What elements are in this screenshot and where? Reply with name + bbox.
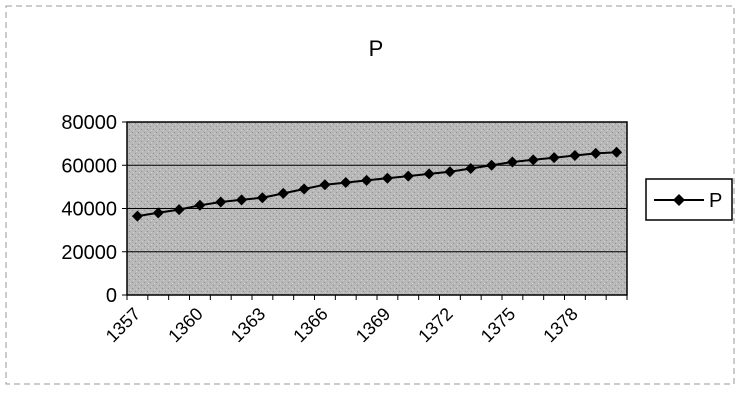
data-point-marker: [319, 179, 331, 191]
x-tick-label: 1363: [227, 304, 269, 346]
legend-label: P: [709, 190, 722, 212]
y-tick-label: 20000: [61, 242, 117, 264]
data-point-marker: [486, 159, 498, 171]
x-tick-label: 1378: [539, 304, 581, 346]
x-tick-label: 1357: [102, 304, 144, 346]
data-point-marker: [465, 162, 477, 174]
data-point-marker: [340, 177, 352, 189]
gridlines: [127, 121, 627, 253]
data-point-marker: [236, 194, 248, 206]
chart-area-border: [5, 5, 735, 385]
data-point-marker: [527, 154, 539, 166]
x-axis: 1357 1360 1363 1366 1369 1372 1375 1378: [102, 295, 628, 346]
data-point-marker: [569, 150, 581, 162]
y-tick-label: 80000: [61, 112, 117, 134]
data-point-marker: [298, 183, 310, 195]
data-point-marker: [423, 168, 435, 180]
data-point-marker: [173, 204, 185, 216]
x-tick-label: 1375: [477, 304, 519, 346]
chart-title: P: [369, 36, 384, 61]
x-tick-label: 1372: [414, 304, 456, 346]
x-tick-label: 1366: [289, 304, 331, 346]
data-point-marker: [444, 166, 456, 178]
data-point-marker: [361, 174, 373, 186]
data-point-marker: [194, 199, 206, 211]
data-point-marker: [548, 152, 560, 164]
data-point-marker: [611, 146, 623, 158]
series-layer: [131, 146, 623, 222]
data-point-marker: [131, 210, 143, 222]
y-tick-label: 60000: [61, 155, 117, 177]
y-tick-label: 0: [106, 285, 117, 307]
data-point-marker: [215, 196, 227, 208]
x-tick-label: 1369: [352, 304, 394, 346]
y-tick-label: 40000: [61, 199, 117, 221]
data-point-marker: [381, 172, 393, 184]
x-tick-label: 1360: [164, 304, 206, 346]
data-point-marker: [506, 156, 518, 168]
data-point-marker: [402, 170, 414, 182]
data-point-marker: [152, 207, 164, 219]
legend: P: [645, 178, 733, 221]
legend-marker-diamond: [673, 194, 685, 206]
data-point-marker: [590, 147, 602, 159]
y-axis: 80000 60000 40000 20000 0: [61, 112, 127, 307]
data-point-marker: [256, 192, 268, 204]
data-point-marker: [277, 187, 289, 199]
